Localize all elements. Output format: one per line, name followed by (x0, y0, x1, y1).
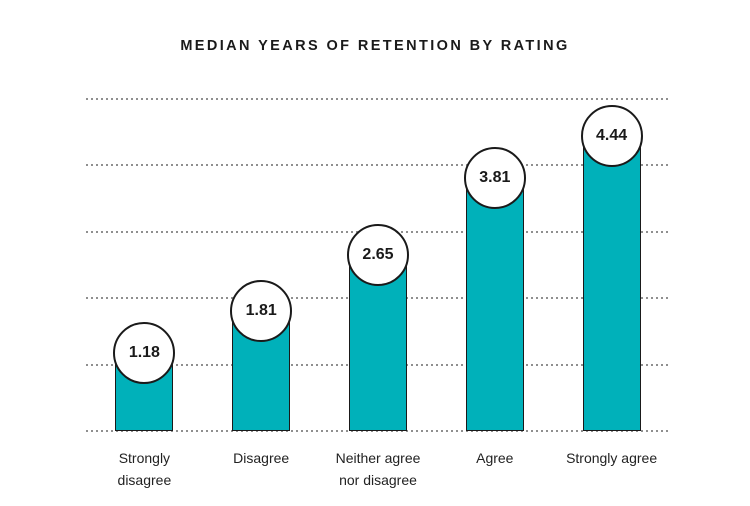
value-badge: 3.81 (463, 147, 526, 210)
x-axis-label: Disagree (191, 447, 331, 469)
value-badge-label: 3.81 (479, 169, 511, 187)
x-axis-label-line: Neither agree (335, 450, 421, 466)
x-axis-label: Neither agree nor disagree (308, 447, 448, 491)
retention-bar (582, 136, 641, 431)
value-badge: 1.81 (230, 279, 293, 342)
x-axis-label-line: disagree (117, 472, 172, 488)
x-axis-label-line: Strongly (118, 450, 171, 466)
value-badge-label: 1.18 (128, 343, 160, 361)
h-gridline (86, 430, 670, 432)
x-axis-label-line: Strongly agree (566, 450, 658, 466)
chart-title: MEDIAN YEARS OF RETENTION BY RATING (180, 38, 570, 54)
x-axis-label: Strongly disagree (74, 447, 214, 491)
value-badge-label: 1.81 (245, 301, 277, 319)
x-axis-label-line: nor disagree (339, 472, 417, 488)
h-gridline (86, 164, 670, 167)
x-axis-label: Agree (425, 447, 565, 469)
value-badge: 2.65 (347, 224, 409, 287)
value-badge: 1.18 (113, 321, 176, 384)
retention-bar (465, 178, 524, 431)
x-axis-label-line: Agree (476, 450, 514, 466)
value-badge-label: 4.44 (596, 127, 628, 145)
value-badge: 4.44 (580, 105, 643, 168)
x-axis-label-line: Disagree (233, 450, 290, 466)
x-axis-label: Strongly agree (542, 447, 682, 469)
h-gridline (86, 98, 670, 100)
value-badge-label: 2.65 (362, 246, 394, 264)
